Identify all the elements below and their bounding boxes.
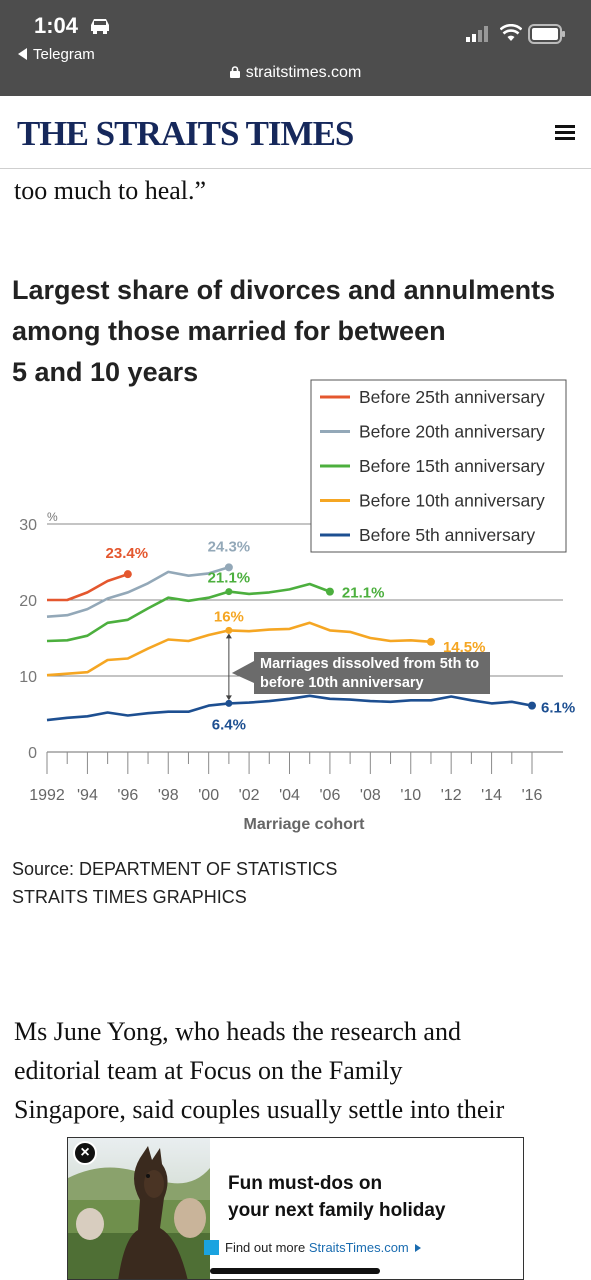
article-paragraph-top: too much to heal.” (14, 176, 207, 205)
series-end-point (426, 637, 435, 646)
annotation-label: 16% (214, 608, 244, 625)
series-end-label: 14.5% (443, 639, 486, 656)
x-tick-label: 1992 (29, 787, 65, 804)
x-tick-label: '00 (198, 787, 219, 804)
annotation-label: 6.4% (212, 716, 246, 733)
y-unit-label: % (47, 510, 58, 524)
series-end-point (123, 570, 132, 579)
back-arrow-icon (18, 48, 27, 60)
x-tick-label: '06 (319, 787, 340, 804)
ad-cta-square-icon (204, 1240, 219, 1255)
source-line: STRAITS TIMES GRAPHICS (12, 887, 247, 907)
annotation-point (225, 588, 233, 596)
x-tick-label: '98 (158, 787, 179, 804)
callout-text: before 10th anniversary (260, 675, 424, 691)
x-tick-label: '02 (239, 787, 260, 804)
annotation-label: 21.1% (208, 570, 251, 587)
article-line: editorial team at Focus on the Family (14, 1056, 403, 1085)
source-line: Source: DEPARTMENT OF STATISTICS (12, 859, 338, 879)
legend-label: Before 20th anniversary (359, 422, 545, 442)
back-app-label: Telegram (33, 46, 95, 63)
callout-arrow-head (225, 695, 232, 701)
x-tick-label: '12 (441, 787, 462, 804)
callout-arrow-head (225, 633, 232, 639)
ad-cta-text: Find out more (225, 1240, 306, 1255)
callout-text: Marriages dissolved from 5th to (260, 656, 479, 672)
series-end-label: 21.1% (342, 585, 385, 602)
x-tick-label: '04 (279, 787, 300, 804)
legend-label: Before 10th anniversary (359, 491, 545, 511)
chart-title: Largest share of divorces and annulments… (12, 270, 582, 393)
x-tick-label: '96 (117, 787, 138, 804)
legend-label: Before 25th anniversary (359, 387, 545, 407)
annotation-point (225, 699, 233, 707)
ad-headline-line: Fun must-dos on (228, 1173, 383, 1194)
line-chart: 0 10 20 30 % 1992 '94 '96 '98 '00 '02 '04 '06 '08 '10 '… (19, 379, 575, 833)
car-icon (91, 19, 109, 34)
url-text: straitstimes.com (245, 64, 362, 81)
x-axis-title: Marriage cohort (244, 816, 366, 833)
series-end-point (224, 563, 233, 572)
back-to-app-link[interactable]: Telegram (18, 46, 95, 63)
series-line (46, 621, 432, 677)
callout-pointer (231, 661, 254, 683)
chart-title-line: 5 and 10 years (12, 357, 199, 387)
ad-headline-line: your next family holiday (228, 1200, 446, 1221)
series-line (46, 582, 331, 643)
y-tick-label: 30 (19, 517, 37, 534)
series-line (46, 694, 533, 722)
chart-title-line: Largest share of divorces and annulments (12, 275, 556, 305)
status-bar: 1:04 Telegram straitstimes.com (0, 0, 591, 96)
site-logo[interactable]: THE STRAITS TIMES (17, 114, 354, 153)
hamburger-menu-icon[interactable] (555, 125, 575, 141)
ad-close-button[interactable]: × (73, 1141, 97, 1165)
lock-icon (229, 66, 240, 78)
series-end-label: 24.3% (208, 538, 251, 555)
series-end-label: 6.1% (541, 700, 575, 717)
status-time: 1:04 (34, 13, 79, 38)
ad-cta-brand: StraitsTimes.com (308, 1240, 409, 1255)
legend-label: Before 5th anniversary (359, 525, 535, 545)
article-paragraph-bottom: Ms June Yong, who heads the research and… (14, 1012, 579, 1129)
series-line (46, 566, 230, 618)
series-end-point (325, 587, 334, 596)
chart-title-line: among those married for between (12, 316, 446, 346)
x-tick-label: '10 (400, 787, 421, 804)
article-line: Singapore, said couples usually settle i… (14, 1095, 505, 1124)
annotation-point (225, 626, 233, 634)
ad-banner[interactable]: Fun must-dos on your next family holiday… (67, 1137, 524, 1280)
url-bar[interactable]: straitstimes.com (0, 64, 591, 82)
play-arrow-icon (414, 1244, 421, 1252)
site-header: THE STRAITS TIMES (0, 96, 591, 169)
series-end-point (528, 701, 536, 710)
series-end-label: 23.4% (106, 545, 149, 562)
x-tick-label: '14 (481, 787, 502, 804)
callout-box (254, 652, 490, 694)
chart-source: Source: DEPARTMENT OF STATISTICS STRAITS… (12, 855, 337, 911)
legend-box (310, 379, 567, 553)
x-tick-label: '94 (77, 787, 98, 804)
y-tick-label: 20 (19, 593, 37, 610)
y-tick-label: 10 (19, 669, 37, 686)
battery-icon (528, 24, 565, 44)
x-tick-label: '16 (522, 787, 543, 804)
cellular-signal-icon (466, 26, 488, 42)
ad-headline[interactable]: Fun must-dos on your next family holiday (228, 1170, 518, 1224)
series-line (47, 572, 129, 602)
legend-label: Before 15th anniversary (359, 456, 545, 476)
x-tick-label: '08 (360, 787, 381, 804)
y-tick-label: 0 (28, 745, 37, 762)
article-line: Ms June Yong, who heads the research and (14, 1017, 461, 1046)
wifi-icon (500, 24, 522, 41)
home-indicator (210, 1268, 380, 1274)
ad-cta-link[interactable]: Find out more StraitsTimes.com (204, 1240, 421, 1255)
